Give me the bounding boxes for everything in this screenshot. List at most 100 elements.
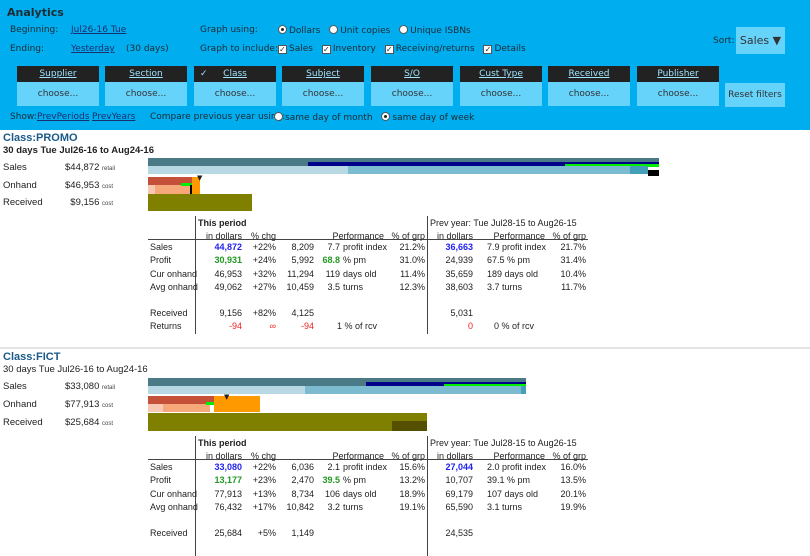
cell-dollars: 13,177 xyxy=(214,475,242,486)
summary-amount: $46,953 cost xyxy=(2,180,122,191)
column-header: % of grp xyxy=(552,231,586,241)
summary-label: Sales xyxy=(3,162,27,173)
option-label: Unit copies xyxy=(340,26,391,36)
radio-dollars[interactable]: Dollars xyxy=(278,25,321,36)
cell-prev-pct-grp: 21.7% xyxy=(560,242,586,252)
graph-bar-segment xyxy=(192,177,200,195)
cell-dollars: 30,931 xyxy=(214,255,242,266)
column-header: in dollars xyxy=(205,231,242,241)
summary-amount: $25,684 cost xyxy=(2,417,122,428)
filter-choose-button[interactable]: choose... xyxy=(371,82,453,106)
cell-prev-pct-grp: 19.9% xyxy=(560,501,586,512)
table-divider xyxy=(195,436,196,556)
filter-header[interactable]: Section xyxy=(105,66,187,82)
filter-s-o: S/O choose... xyxy=(371,66,453,106)
filter-header[interactable]: Subject xyxy=(282,66,364,82)
column-header: Performance xyxy=(493,231,545,241)
cell-prev-pct-grp: 20.1% xyxy=(560,488,586,499)
filter-choose-button[interactable]: choose... xyxy=(282,82,364,106)
cell-performance-value: 3.5 xyxy=(327,281,340,292)
checkbox-icon: ✓ xyxy=(278,45,287,54)
summary-label: Onhand xyxy=(3,179,37,191)
cell-units: 10,459 xyxy=(286,281,314,292)
cell-prev-dollars: 24,535 xyxy=(445,528,473,538)
checkbox-details[interactable]: ✓ Details xyxy=(483,44,526,54)
column-header: % of grp xyxy=(391,451,425,461)
amount-value: $46,953 xyxy=(65,179,100,191)
graph-bar-segment xyxy=(148,413,427,431)
graph-bar-segment xyxy=(148,386,305,394)
amount-unit: retail xyxy=(102,166,116,172)
cell-prev-dollars: 69,179 xyxy=(445,488,473,499)
checkbox-inventory[interactable]: ✓ Inventory xyxy=(321,44,376,54)
table-divider xyxy=(427,216,428,334)
checkbox-receiving-returns[interactable]: ✓ Receiving/returns xyxy=(384,44,475,54)
graph-bar-segment xyxy=(155,185,190,195)
summary-amount: $44,872 retail xyxy=(2,162,122,173)
filter-choose-button[interactable]: choose... xyxy=(17,82,99,106)
filter-choose-button[interactable]: choose... xyxy=(460,82,542,106)
ending-date-link[interactable]: Yesterday xyxy=(71,44,115,54)
marker-triangle-icon: ▼ xyxy=(224,393,230,401)
cell-prev-pct-grp: 16.0% xyxy=(560,462,586,472)
this-period-heading: This period xyxy=(198,438,247,448)
section-title[interactable]: Class:PROMO xyxy=(3,132,78,144)
section-title[interactable]: Class:FICT xyxy=(3,351,61,363)
option-label: Dollars xyxy=(289,26,321,36)
amount-unit: cost xyxy=(102,403,114,409)
prev-periods-link[interactable]: PrevPeriods xyxy=(37,112,90,122)
filter-received: Received choose... xyxy=(548,66,630,106)
filter-header[interactable]: Cust Type xyxy=(460,66,542,82)
filter-label: Supplier xyxy=(39,69,77,79)
checkbox-sales[interactable]: ✓ Sales xyxy=(278,44,313,54)
cell-dollars: -94 xyxy=(228,321,242,331)
column-header: % of grp xyxy=(391,231,425,241)
cell-prev-dollars: 38,603 xyxy=(445,281,473,292)
cell-units: 10,842 xyxy=(286,501,314,512)
prev-year-heading: Prev year: Tue Jul28-15 to Aug26-15 xyxy=(430,438,577,448)
cell-units: -94 xyxy=(300,321,314,331)
filter-header[interactable]: Received xyxy=(548,66,630,82)
checkbox-icon: ✓ xyxy=(483,45,493,54)
cell-performance-text: profit index xyxy=(343,242,388,252)
column-header: Performance xyxy=(493,451,545,461)
row-label: Cur onhand xyxy=(150,488,198,499)
filter-choose-button[interactable]: choose... xyxy=(637,82,719,106)
filter-header[interactable]: Supplier xyxy=(17,66,99,82)
row-label: Sales xyxy=(150,462,173,472)
prev-year-heading: Prev year: Tue Jul28-15 to Aug26-15 xyxy=(430,218,577,228)
row-label: Received xyxy=(150,308,188,318)
radio-same-day-of-week[interactable]: same day of week xyxy=(381,112,474,123)
sort-dropdown[interactable]: Sales ▼ xyxy=(736,27,785,54)
compare-options: same day of month same day of week xyxy=(274,112,480,123)
prev-years-link[interactable]: PrevYears xyxy=(92,112,136,122)
row-label: Received xyxy=(150,528,188,538)
filter-choose-button[interactable]: choose... xyxy=(548,82,630,106)
option-label: Unique ISBNs xyxy=(410,26,471,36)
filter-choose-button[interactable]: choose... xyxy=(194,82,276,106)
graph-using-options: Dollars Unit copies Unique ISBNs xyxy=(278,25,477,36)
filter-header[interactable]: S/O xyxy=(371,66,453,82)
cell-pct-change: +32% xyxy=(252,268,276,279)
cell-pct-change: +13% xyxy=(252,488,276,499)
cell-prev-dollars: 24,939 xyxy=(445,255,473,266)
row-label: Sales xyxy=(150,242,173,252)
beginning-date-link[interactable]: Jul26-16 Tue xyxy=(71,25,127,35)
reset-filters-button[interactable]: Reset filters xyxy=(725,83,785,107)
cell-pct-grp: 13.2% xyxy=(399,475,425,486)
filter-header[interactable]: ✓ Class xyxy=(194,66,276,82)
radio-same-day-of-month[interactable]: same day of month xyxy=(274,112,373,123)
filter-header[interactable]: Publisher xyxy=(637,66,719,82)
cell-prev-performance: 0 % of rcv xyxy=(494,321,535,331)
cell-prev-dollars: 0 xyxy=(467,321,473,331)
amount-value: $9,156 xyxy=(70,197,100,208)
radio-unit-copies[interactable]: Unit copies xyxy=(329,25,391,36)
filter-label: Publisher xyxy=(657,69,699,79)
marker-triangle-icon: ▼ xyxy=(197,174,203,182)
radio-unique-isbns[interactable]: Unique ISBNs xyxy=(399,25,471,36)
graph-bar-segment xyxy=(148,166,348,174)
section-subtitle: 30 days Tue Jul26-16 to Aug24-16 xyxy=(3,364,148,375)
filter-choose-button[interactable]: choose... xyxy=(105,82,187,106)
cell-prev-pct-grp: 11.7% xyxy=(561,281,586,292)
graph-bar-segment xyxy=(148,396,214,404)
